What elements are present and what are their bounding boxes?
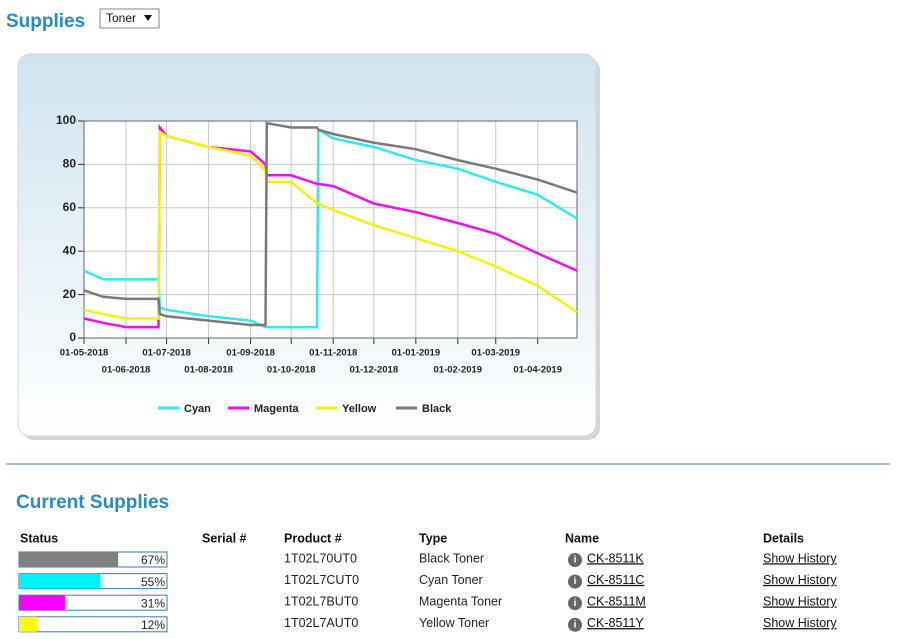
- status-bar: [19, 552, 119, 567]
- show-history-link[interactable]: Show History: [763, 573, 837, 587]
- series-line: [83, 129, 578, 320]
- y-tick-label: 60: [63, 200, 77, 214]
- show-history-link[interactable]: Show History: [763, 551, 837, 565]
- product-number: 1T02L7CUT0: [284, 573, 359, 587]
- status-label: 67%: [141, 553, 165, 567]
- status-label: 55%: [141, 575, 165, 589]
- x-tick-label: 01-12-2018: [350, 365, 399, 376]
- x-tick-label: 01-02-2019: [434, 365, 483, 376]
- toner-select[interactable]: [99, 8, 160, 29]
- y-tick-label: 40: [63, 243, 77, 257]
- x-tick-label: 01-11-2018: [309, 348, 357, 359]
- info-glyph[interactable]: i: [574, 576, 577, 587]
- y-tick-label: 80: [63, 157, 77, 171]
- supply-type: Magenta Toner: [419, 594, 502, 608]
- legend-label[interactable]: Black: [422, 403, 452, 415]
- column-header: Details: [763, 531, 804, 545]
- column-header: Serial #: [202, 531, 247, 545]
- supply-name-link[interactable]: CK-8511Y: [587, 616, 644, 630]
- info-glyph[interactable]: i: [574, 555, 577, 566]
- column-header: Status: [20, 531, 58, 545]
- x-tick-label: 01-07-2018: [142, 348, 191, 359]
- info-icon[interactable]: [568, 596, 582, 611]
- section-title: Current Supplies: [16, 492, 169, 513]
- select-arrow[interactable]: [144, 15, 152, 21]
- x-tick-label: 01-09-2018: [226, 348, 275, 359]
- column-header: Type: [419, 531, 447, 545]
- supply-type: Black Toner: [419, 551, 484, 565]
- x-tick-label: 01-04-2019: [513, 365, 562, 376]
- status-bar: [19, 616, 37, 632]
- info-icon[interactable]: [568, 574, 582, 589]
- info-icon[interactable]: [568, 617, 582, 632]
- supply-type: Yellow Toner: [419, 616, 489, 630]
- series-line: [83, 121, 578, 327]
- x-tick-label: 01-06-2018: [102, 365, 151, 376]
- product-number: 1T02L7AUT0: [284, 616, 358, 630]
- supply-name-link[interactable]: CK-8511K: [587, 551, 644, 565]
- product-number: 1T02L7BUT0: [284, 594, 358, 608]
- y-tick-label: 100: [56, 113, 76, 127]
- page-title: Supplies: [6, 11, 85, 32]
- legend-label[interactable]: Cyan: [184, 403, 211, 415]
- y-tick-label: 20: [63, 287, 77, 301]
- y-tick-label: 0: [69, 330, 76, 344]
- x-tick-label: 01-10-2018: [267, 365, 316, 376]
- show-history-link[interactable]: Show History: [763, 594, 837, 608]
- status-label: 31%: [141, 596, 165, 610]
- column-header: Name: [565, 531, 599, 545]
- x-tick-label: 01-01-2019: [392, 348, 441, 359]
- supply-name-link[interactable]: CK-8511C: [587, 573, 644, 587]
- status-bar: [19, 573, 101, 589]
- x-tick-label: 01-08-2018: [184, 365, 233, 376]
- info-glyph[interactable]: i: [574, 619, 577, 630]
- info-icon[interactable]: [568, 553, 582, 567]
- x-tick-label: 01-05-2018: [60, 348, 109, 359]
- plot-border: [83, 120, 578, 339]
- status-label: 12%: [141, 618, 165, 632]
- supply-type: Cyan Toner: [419, 573, 483, 587]
- legend-label[interactable]: Yellow: [342, 403, 377, 415]
- product-number: 1T02L70UT0: [284, 551, 357, 565]
- column-header: Product #: [284, 531, 342, 545]
- x-tick-label: 01-03-2019: [471, 348, 520, 359]
- supply-name-link[interactable]: CK-8511M: [587, 594, 646, 608]
- select-value[interactable]: Toner: [106, 11, 136, 25]
- show-history-link[interactable]: Show History: [763, 616, 837, 630]
- status-bar: [19, 595, 65, 611]
- legend-label[interactable]: Magenta: [254, 403, 300, 415]
- info-glyph[interactable]: i: [574, 598, 577, 609]
